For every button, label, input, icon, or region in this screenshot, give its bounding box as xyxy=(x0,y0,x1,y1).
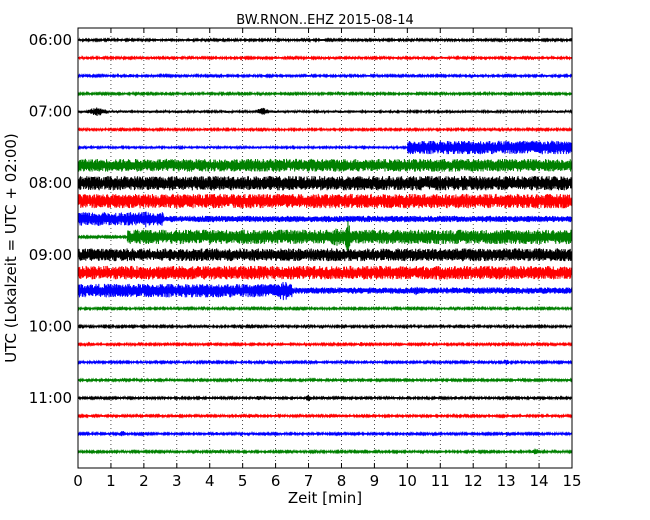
trace-0730 xyxy=(77,140,573,155)
trace-1130 xyxy=(77,430,573,437)
x-tick-label: 3 xyxy=(172,472,182,490)
trace-1030 xyxy=(77,359,573,366)
y-tick-label: 06:00 xyxy=(29,31,72,49)
trace-0700 xyxy=(77,107,573,117)
y-axis-ticks: 06:00 07:00 08:00 09:00 10:00 11:00 xyxy=(29,31,572,407)
x-tick-label: 12 xyxy=(464,472,483,490)
trace-group xyxy=(77,37,573,455)
plot-frame xyxy=(77,27,573,469)
chart-title: BW.RNON..EHZ 2015-08-14 xyxy=(236,13,414,28)
y-tick-label: 10:00 xyxy=(29,317,72,335)
trace-0715 xyxy=(77,126,573,133)
x-axis-ticks: 0 1 2 3 4 5 6 7 8 9 10 11 12 13 14 15 xyxy=(73,28,582,490)
x-tick-label: 15 xyxy=(562,472,581,490)
x-tick-label: 14 xyxy=(530,472,549,490)
trace-1045 xyxy=(77,377,573,384)
x-tick-label: 6 xyxy=(271,472,281,490)
trace-0900 xyxy=(77,248,573,262)
trace-0645 xyxy=(77,90,573,97)
trace-0915 xyxy=(77,265,573,280)
y-tick-label: 11:00 xyxy=(29,389,72,407)
trace-0745 xyxy=(77,158,573,172)
trace-1145 xyxy=(77,448,573,455)
x-tick-label: 1 xyxy=(106,472,116,490)
x-tick-label: 11 xyxy=(431,472,450,490)
x-tick-label: 5 xyxy=(238,472,248,490)
trace-0845 xyxy=(77,220,573,251)
trace-0600 xyxy=(77,37,573,43)
x-tick-label: 10 xyxy=(398,472,417,490)
x-tick-label: 13 xyxy=(497,472,516,490)
trace-1015 xyxy=(77,341,573,348)
x-tick-label: 7 xyxy=(304,472,314,490)
trace-1000 xyxy=(77,323,573,330)
trace-0615 xyxy=(77,54,573,61)
x-tick-label: 8 xyxy=(337,472,347,490)
trace-1115 xyxy=(77,412,573,419)
x-axis-label: Zeit [min] xyxy=(288,489,362,507)
trace-1100 xyxy=(77,394,573,402)
y-tick-label: 09:00 xyxy=(29,246,72,264)
trace-0830 xyxy=(77,211,573,228)
trace-0800 xyxy=(77,175,573,191)
trace-0630 xyxy=(77,72,573,79)
x-tick-label: 9 xyxy=(370,472,380,490)
x-tick-label: 4 xyxy=(205,472,215,490)
y-axis-label: UTC (Lokalzeit = UTC + 02:00) xyxy=(2,133,20,363)
x-tick-label: 2 xyxy=(139,472,149,490)
trace-0930 xyxy=(77,281,573,301)
trace-0945 xyxy=(77,305,573,312)
grid-lines xyxy=(110,28,540,468)
x-tick-label: 0 xyxy=(73,472,83,490)
trace-0815 xyxy=(77,193,573,209)
y-tick-label: 08:00 xyxy=(29,174,72,192)
y-tick-label: 07:00 xyxy=(29,103,72,121)
